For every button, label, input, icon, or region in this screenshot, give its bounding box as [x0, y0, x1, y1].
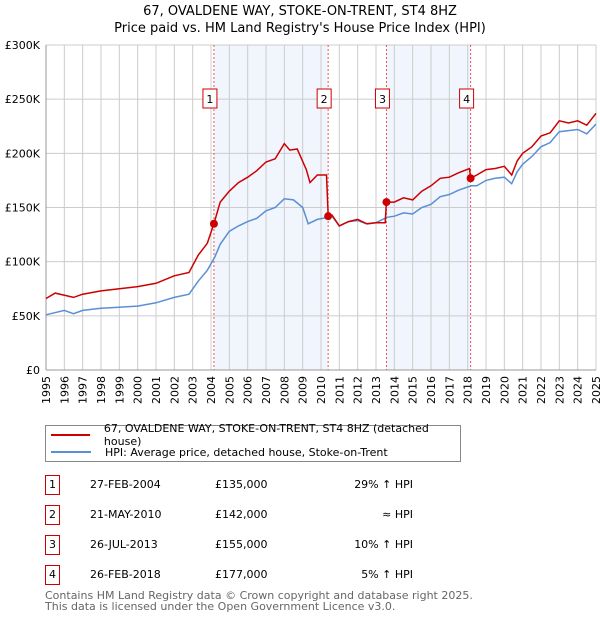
y-tick-label: £250K — [5, 93, 41, 106]
transaction-hpi-diff: 5% ↑ HPI — [361, 568, 413, 581]
sale-point — [466, 174, 475, 183]
x-tick-label: 1997 — [77, 376, 90, 404]
transaction-number-badge: 3 — [45, 535, 60, 555]
y-tick-label: £150K — [5, 202, 41, 215]
x-tick-label: 1998 — [95, 376, 108, 404]
y-tick-label: £0 — [26, 364, 40, 377]
sale-label-box — [316, 88, 332, 109]
transaction-date: 26-FEB-2018 — [90, 568, 161, 581]
footer-licence: This data is licensed under the Open Gov… — [45, 600, 396, 613]
y-tick-label: £300K — [5, 39, 41, 52]
legend-swatch-red — [51, 434, 90, 436]
x-tick-label: 1996 — [58, 376, 71, 404]
transaction-date: 26-JUL-2013 — [90, 538, 158, 551]
legend-swatch-blue — [51, 451, 91, 453]
transaction-row: 2 21-MAY-2010 £142,000 ≈ HPI — [45, 505, 465, 527]
legend-item-hpi: HPI: Average price, detached house, Stok… — [46, 444, 388, 460]
x-tick-label: 2007 — [260, 376, 273, 404]
footer-copyright: Contains HM Land Registry data © Crown c… — [45, 589, 473, 602]
x-tick-label: 2025 — [590, 376, 600, 404]
x-tick-label: 2009 — [297, 376, 310, 404]
x-tick-label: 1999 — [113, 376, 126, 404]
x-tick-label: 2011 — [333, 376, 346, 404]
x-tick-label: 2005 — [223, 376, 236, 404]
sale-label: 3 — [379, 93, 386, 106]
transaction-hpi-diff: ≈ HPI — [382, 508, 413, 521]
legend-item-property: 67, OVALDENE WAY, STOKE-ON-TRENT, ST4 8H… — [46, 422, 460, 448]
sale-point — [209, 219, 218, 228]
legend-label: HPI: Average price, detached house, Stok… — [105, 445, 388, 459]
x-tick-label: 2014 — [388, 376, 401, 404]
transaction-hpi-diff: 10% ↑ HPI — [354, 538, 413, 551]
x-tick-label: 2017 — [443, 376, 456, 404]
transaction-date: 27-FEB-2004 — [90, 478, 161, 491]
transaction-row: 4 26-FEB-2018 £177,000 5% ↑ HPI — [45, 565, 465, 587]
y-tick-label: £50K — [12, 310, 41, 323]
x-tick-label: 2019 — [480, 376, 493, 404]
sale-label-box — [459, 88, 475, 109]
transaction-row: 1 27-FEB-2004 £135,000 29% ↑ HPI — [45, 475, 465, 497]
transaction-number-badge: 1 — [45, 475, 60, 495]
transaction-price: £155,000 — [215, 538, 268, 551]
price-chart: 1995 1996 1997 1998 1999 2000 2001 2002 2003 2004… — [5, 39, 600, 404]
x-tick-label: 2002 — [168, 376, 181, 404]
x-tick-label: 2016 — [425, 376, 438, 404]
x-tick-label: 2015 — [407, 376, 420, 404]
x-tick-label: 2010 — [315, 376, 328, 404]
sale-label-box — [202, 88, 218, 109]
transaction-price: £135,000 — [215, 478, 268, 491]
x-tick-label: 2003 — [187, 376, 200, 404]
x-tick-label: 2023 — [553, 376, 566, 404]
x-tick-label: 2020 — [498, 376, 511, 404]
x-tick-label: 2024 — [572, 376, 585, 404]
transaction-date: 21-MAY-2010 — [90, 508, 162, 521]
x-tick-label: 2000 — [132, 376, 145, 404]
chart-subtitle: Price paid vs. HM Land Registry's House … — [114, 21, 486, 36]
x-tick-label: 2013 — [370, 376, 383, 404]
sale-label-box — [374, 88, 390, 109]
sale-point — [382, 198, 391, 207]
x-tick-label: 2006 — [242, 376, 255, 404]
transaction-hpi-diff: 29% ↑ HPI — [354, 478, 413, 491]
x-tick-label: 2004 — [205, 376, 218, 404]
legend: 67, OVALDENE WAY, STOKE-ON-TRENT, ST4 8H… — [45, 422, 461, 462]
sale-label: 4 — [463, 93, 470, 106]
transaction-number-badge: 2 — [45, 505, 60, 525]
x-tick-label: 2021 — [517, 376, 530, 404]
x-tick-label: 2008 — [278, 376, 291, 404]
series-line — [45, 112, 597, 300]
x-tick-label: 2018 — [462, 376, 475, 404]
y-tick-label: £200K — [5, 147, 41, 160]
x-tick-label: 2022 — [535, 376, 548, 404]
x-tick-label: 2001 — [150, 376, 163, 404]
x-tick-label: 1995 — [40, 376, 53, 404]
transaction-number-badge: 4 — [45, 565, 60, 585]
footer: Contains HM Land Registry data © Crown c… — [45, 590, 473, 612]
chart-title: 67, OVALDENE WAY, STOKE-ON-TRENT, ST4 8H… — [143, 4, 457, 19]
x-tick-label: 2012 — [352, 376, 365, 404]
sale-label: 1 — [206, 93, 213, 106]
transaction-row: 3 26-JUL-2013 £155,000 10% ↑ HPI — [45, 535, 465, 557]
transaction-price: £142,000 — [215, 508, 268, 521]
sale-point — [324, 212, 333, 221]
sale-label: 2 — [321, 93, 328, 106]
transaction-price: £177,000 — [215, 568, 268, 581]
y-tick-label: £100K — [5, 256, 41, 269]
legend-label: 67, OVALDENE WAY, STOKE-ON-TRENT, ST4 8H… — [103, 422, 429, 448]
